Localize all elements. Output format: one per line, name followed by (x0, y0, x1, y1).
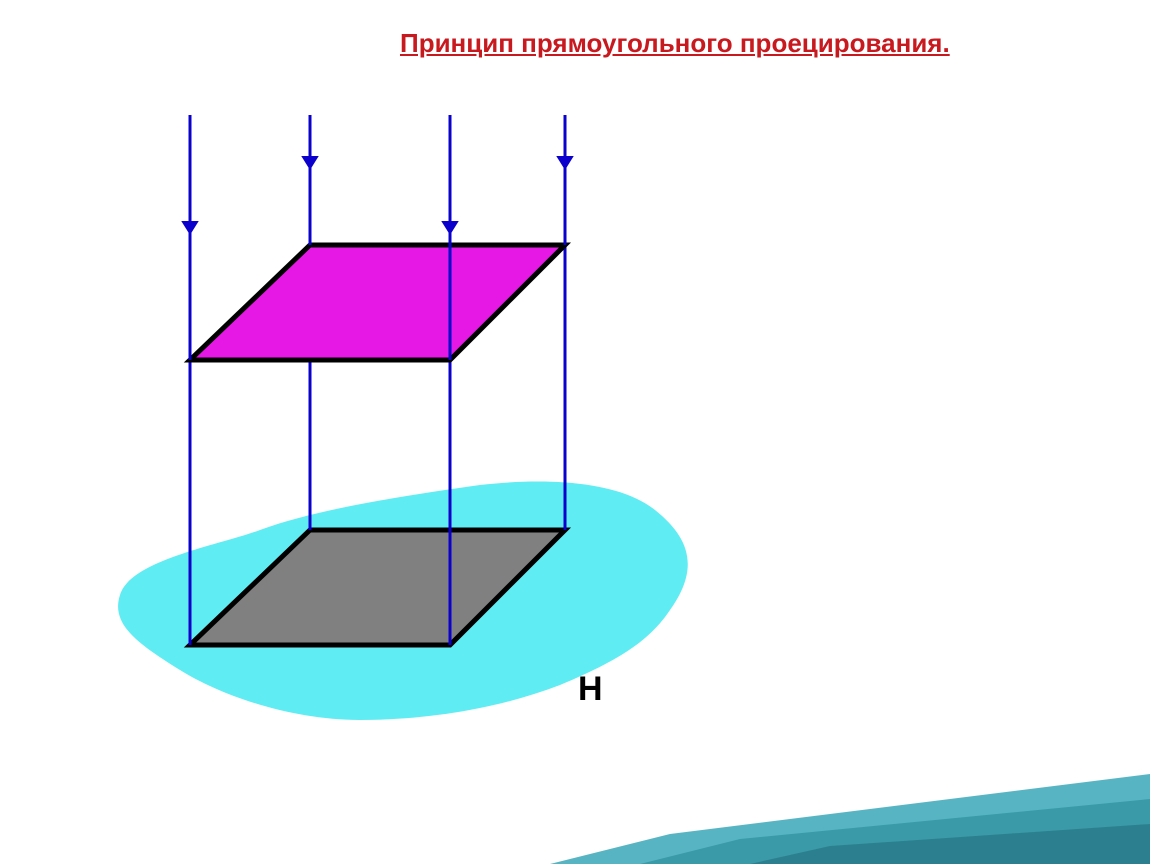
decorative-stripes (550, 774, 1150, 864)
page-title: Принцип прямоугольного проецирования. (400, 28, 950, 59)
plane-h-label: H (578, 670, 603, 708)
upper-plane (190, 245, 565, 360)
diagram-svg: H (60, 80, 760, 780)
projection-arrowhead-0 (181, 221, 199, 235)
projection-arrowhead-3 (556, 156, 574, 170)
projection-arrowhead-1 (301, 156, 319, 170)
projection-arrowhead-2 (441, 221, 459, 235)
projection-diagram: H (60, 80, 760, 780)
